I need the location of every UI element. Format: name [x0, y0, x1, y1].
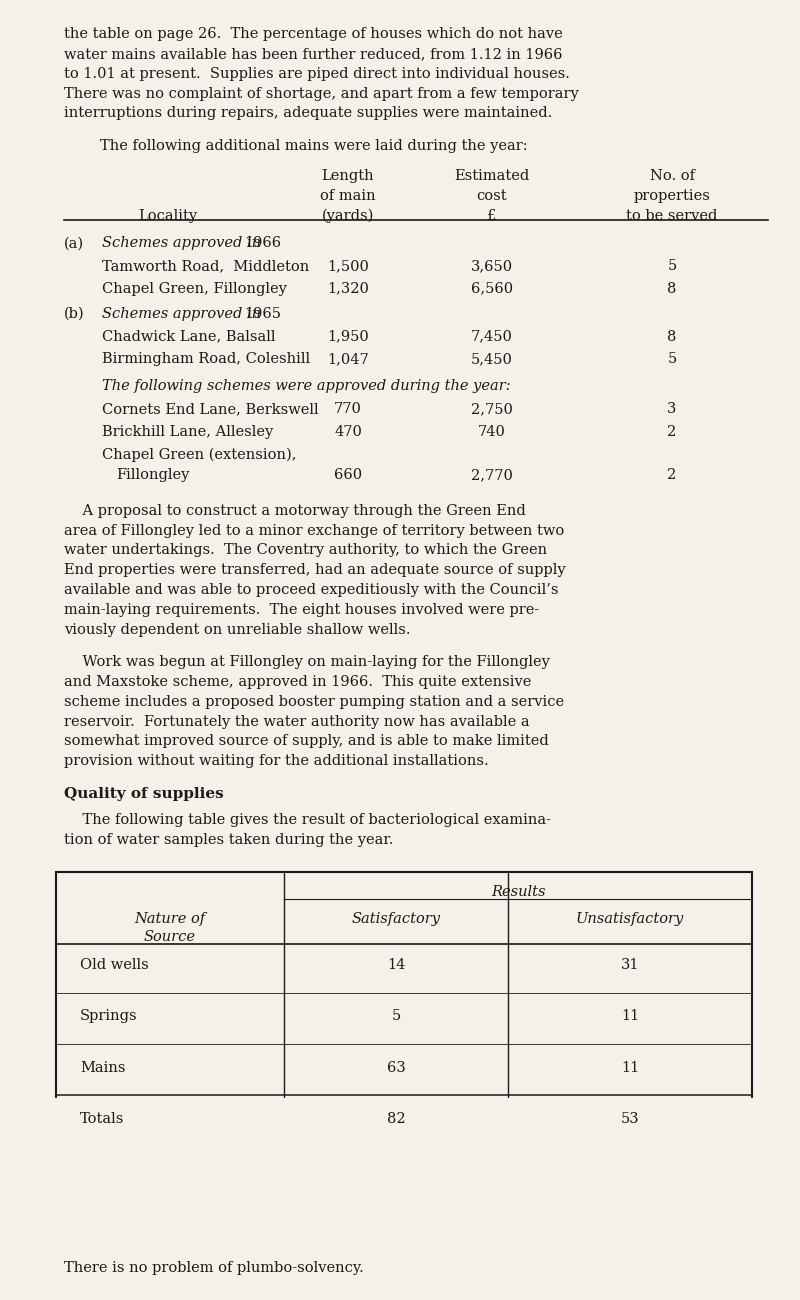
Text: Schemes approved in: Schemes approved in	[102, 237, 262, 250]
Text: main-laying requirements.  The eight houses involved were pre-: main-laying requirements. The eight hous…	[64, 603, 539, 616]
Text: properties: properties	[634, 188, 710, 203]
Text: to 1.01 at present.  Supplies are piped direct into individual houses.: to 1.01 at present. Supplies are piped d…	[64, 68, 570, 81]
Text: Quality of supplies: Quality of supplies	[64, 788, 224, 801]
Text: Chapel Green (extension),: Chapel Green (extension),	[102, 447, 297, 462]
Text: Old wells: Old wells	[80, 958, 149, 972]
Text: 1965: 1965	[244, 307, 281, 321]
Text: £: £	[487, 208, 497, 222]
Text: No. of: No. of	[650, 169, 694, 183]
Text: 1,320: 1,320	[327, 282, 369, 295]
Text: interruptions during repairs, adequate supplies were maintained.: interruptions during repairs, adequate s…	[64, 107, 552, 121]
Text: Estimated: Estimated	[454, 169, 530, 183]
Text: (b): (b)	[64, 307, 85, 321]
Text: Birmingham Road, Coleshill: Birmingham Road, Coleshill	[102, 352, 310, 367]
Text: 5: 5	[667, 352, 677, 367]
Text: 5: 5	[391, 1010, 401, 1023]
Text: 53: 53	[621, 1113, 639, 1126]
Text: Length: Length	[322, 169, 374, 183]
Text: Chadwick Lane, Balsall: Chadwick Lane, Balsall	[102, 330, 276, 343]
Text: 7,450: 7,450	[471, 330, 513, 343]
Text: 5: 5	[667, 259, 677, 273]
Text: 1,047: 1,047	[327, 352, 369, 367]
Text: There is no problem of plumbo-solvency.: There is no problem of plumbo-solvency.	[64, 1261, 364, 1275]
Text: water undertakings.  The Coventry authority, to which the Green: water undertakings. The Coventry authori…	[64, 543, 547, 558]
Bar	[56, 872, 752, 1248]
Text: 11: 11	[621, 1010, 639, 1023]
Text: (a): (a)	[64, 237, 84, 250]
Text: Fillongley: Fillongley	[116, 468, 190, 482]
Text: 3,650: 3,650	[471, 259, 513, 273]
Text: tion of water samples taken during the year.: tion of water samples taken during the y…	[64, 832, 394, 846]
Text: 1,500: 1,500	[327, 259, 369, 273]
Text: (yards): (yards)	[322, 208, 374, 224]
Text: The following additional mains were laid during the year:: The following additional mains were laid…	[100, 139, 528, 153]
Text: The following table gives the result of bacteriological examina-: The following table gives the result of …	[64, 812, 551, 827]
Text: provision without waiting for the additional installations.: provision without waiting for the additi…	[64, 754, 489, 768]
Text: cost: cost	[477, 188, 507, 203]
Text: scheme includes a proposed booster pumping station and a service: scheme includes a proposed booster pumpi…	[64, 696, 564, 708]
Text: 8: 8	[667, 282, 677, 295]
Text: There was no complaint of shortage, and apart from a few temporary: There was no complaint of shortage, and …	[64, 87, 578, 100]
Text: Work was begun at Fillongley on main-laying for the Fillongley: Work was begun at Fillongley on main-lay…	[64, 655, 550, 670]
Text: A proposal to construct a motorway through the Green End: A proposal to construct a motorway throu…	[64, 504, 526, 517]
Text: viously dependent on unreliable shallow wells.: viously dependent on unreliable shallow …	[64, 623, 410, 637]
Text: area of Fillongley led to a minor exchange of territory between two: area of Fillongley led to a minor exchan…	[64, 524, 564, 538]
Text: Springs: Springs	[80, 1010, 138, 1023]
Text: and Maxstoke scheme, approved in 1966.  This quite extensive: and Maxstoke scheme, approved in 1966. T…	[64, 675, 531, 689]
Text: 11: 11	[621, 1061, 639, 1075]
Text: 2,750: 2,750	[471, 402, 513, 416]
Text: 1,950: 1,950	[327, 330, 369, 343]
Text: of main: of main	[320, 188, 376, 203]
Text: 470: 470	[334, 425, 362, 438]
Text: somewhat improved source of supply, and is able to make limited: somewhat improved source of supply, and …	[64, 734, 549, 749]
Text: Unsatisfactory: Unsatisfactory	[576, 911, 684, 926]
Text: Nature of: Nature of	[134, 911, 206, 926]
Text: Totals: Totals	[80, 1113, 124, 1126]
Text: Results: Results	[490, 885, 546, 900]
Text: 6,560: 6,560	[471, 282, 513, 295]
Text: 5,450: 5,450	[471, 352, 513, 367]
Text: Cornets End Lane, Berkswell: Cornets End Lane, Berkswell	[102, 402, 319, 416]
Text: 63: 63	[386, 1061, 406, 1075]
Text: Chapel Green, Fillongley: Chapel Green, Fillongley	[102, 282, 287, 295]
Text: Source: Source	[144, 931, 196, 944]
Text: 8: 8	[667, 330, 677, 343]
Text: available and was able to proceed expeditiously with the Council’s: available and was able to proceed expedi…	[64, 582, 558, 597]
Text: 1966: 1966	[244, 237, 281, 250]
Text: 14: 14	[387, 958, 405, 972]
Text: 2: 2	[667, 425, 677, 438]
Text: 2: 2	[667, 468, 677, 482]
Text: 660: 660	[334, 468, 362, 482]
Text: End properties were transferred, had an adequate source of supply: End properties were transferred, had an …	[64, 563, 566, 577]
Text: 82: 82	[386, 1113, 406, 1126]
Text: 31: 31	[621, 958, 639, 972]
Text: water mains available has been further reduced, from 1.12 in 1966: water mains available has been further r…	[64, 47, 562, 61]
Text: 2,770: 2,770	[471, 468, 513, 482]
Text: Schemes approved in: Schemes approved in	[102, 307, 262, 321]
Text: the table on page 26.  The percentage of houses which do not have: the table on page 26. The percentage of …	[64, 27, 562, 42]
Text: The following schemes were approved during the year:: The following schemes were approved duri…	[102, 380, 511, 393]
Text: Tamworth Road,  Middleton: Tamworth Road, Middleton	[102, 259, 310, 273]
Text: 3: 3	[667, 402, 677, 416]
Text: to be served: to be served	[626, 208, 718, 222]
Text: 740: 740	[478, 425, 506, 438]
Text: Brickhill Lane, Allesley: Brickhill Lane, Allesley	[102, 425, 274, 438]
Text: reservoir.  Fortunately the water authority now has available a: reservoir. Fortunately the water authori…	[64, 715, 530, 729]
Text: Mains: Mains	[80, 1061, 126, 1075]
Text: 770: 770	[334, 402, 362, 416]
Text: Satisfactory: Satisfactory	[351, 911, 441, 926]
Text: Locality: Locality	[138, 208, 198, 222]
